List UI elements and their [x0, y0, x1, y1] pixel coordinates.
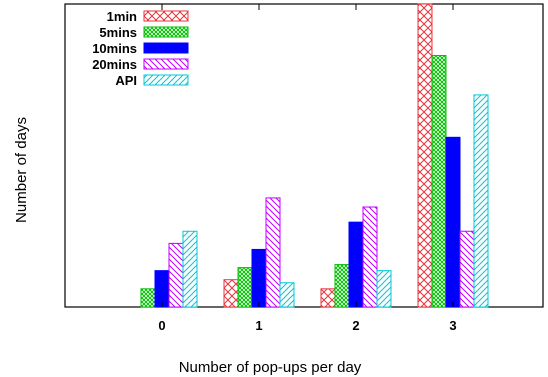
legend-swatch-10mins — [143, 42, 189, 54]
legend-swatch-5mins — [143, 26, 189, 38]
bar-20mins-1 — [265, 197, 281, 308]
legend-swatch-API — [143, 74, 189, 86]
bar-10mins-3 — [445, 136, 461, 308]
bar-1min-1 — [223, 279, 239, 308]
legend-swatch-1min — [143, 10, 189, 22]
bar-1min-2 — [320, 288, 336, 308]
x-tick-label: 2 — [352, 318, 359, 333]
legend-label-10mins: 10mins — [92, 41, 137, 56]
legend-label-20mins: 20mins — [92, 57, 137, 72]
bar-10mins-1 — [251, 248, 267, 308]
legend-label-API: API — [115, 73, 137, 88]
legend-swatch-20mins — [143, 58, 189, 70]
bar-5mins-3 — [431, 55, 447, 308]
x-axis-ticks: 0 1 2 3 — [158, 4, 457, 333]
bar-5mins-1 — [237, 267, 253, 308]
y-axis-title: Number of days — [13, 117, 30, 223]
x-tick-label: 3 — [449, 318, 456, 333]
x-axis-title: Number of pop-ups per day — [179, 359, 362, 376]
bar-20mins-0 — [168, 242, 184, 308]
bar-1min-3 — [417, 3, 433, 308]
bar-API-0 — [182, 230, 198, 308]
bars-group — [140, 3, 489, 308]
plot-frame — [64, 3, 544, 308]
bar-5mins-2 — [334, 264, 350, 308]
x-tick-label: 1 — [255, 318, 262, 333]
bar-10mins-2 — [348, 221, 364, 308]
x-tick-label: 0 — [158, 318, 165, 333]
bar-20mins-2 — [362, 206, 378, 308]
legend-label-1min: 1min — [107, 9, 137, 24]
bar-API-2 — [376, 270, 392, 308]
bar-5mins-0 — [140, 288, 156, 308]
bar-API-3 — [473, 94, 489, 308]
legend-label-5mins: 5mins — [99, 25, 137, 40]
bar-API-1 — [279, 282, 295, 308]
bar-20mins-3 — [459, 230, 475, 308]
